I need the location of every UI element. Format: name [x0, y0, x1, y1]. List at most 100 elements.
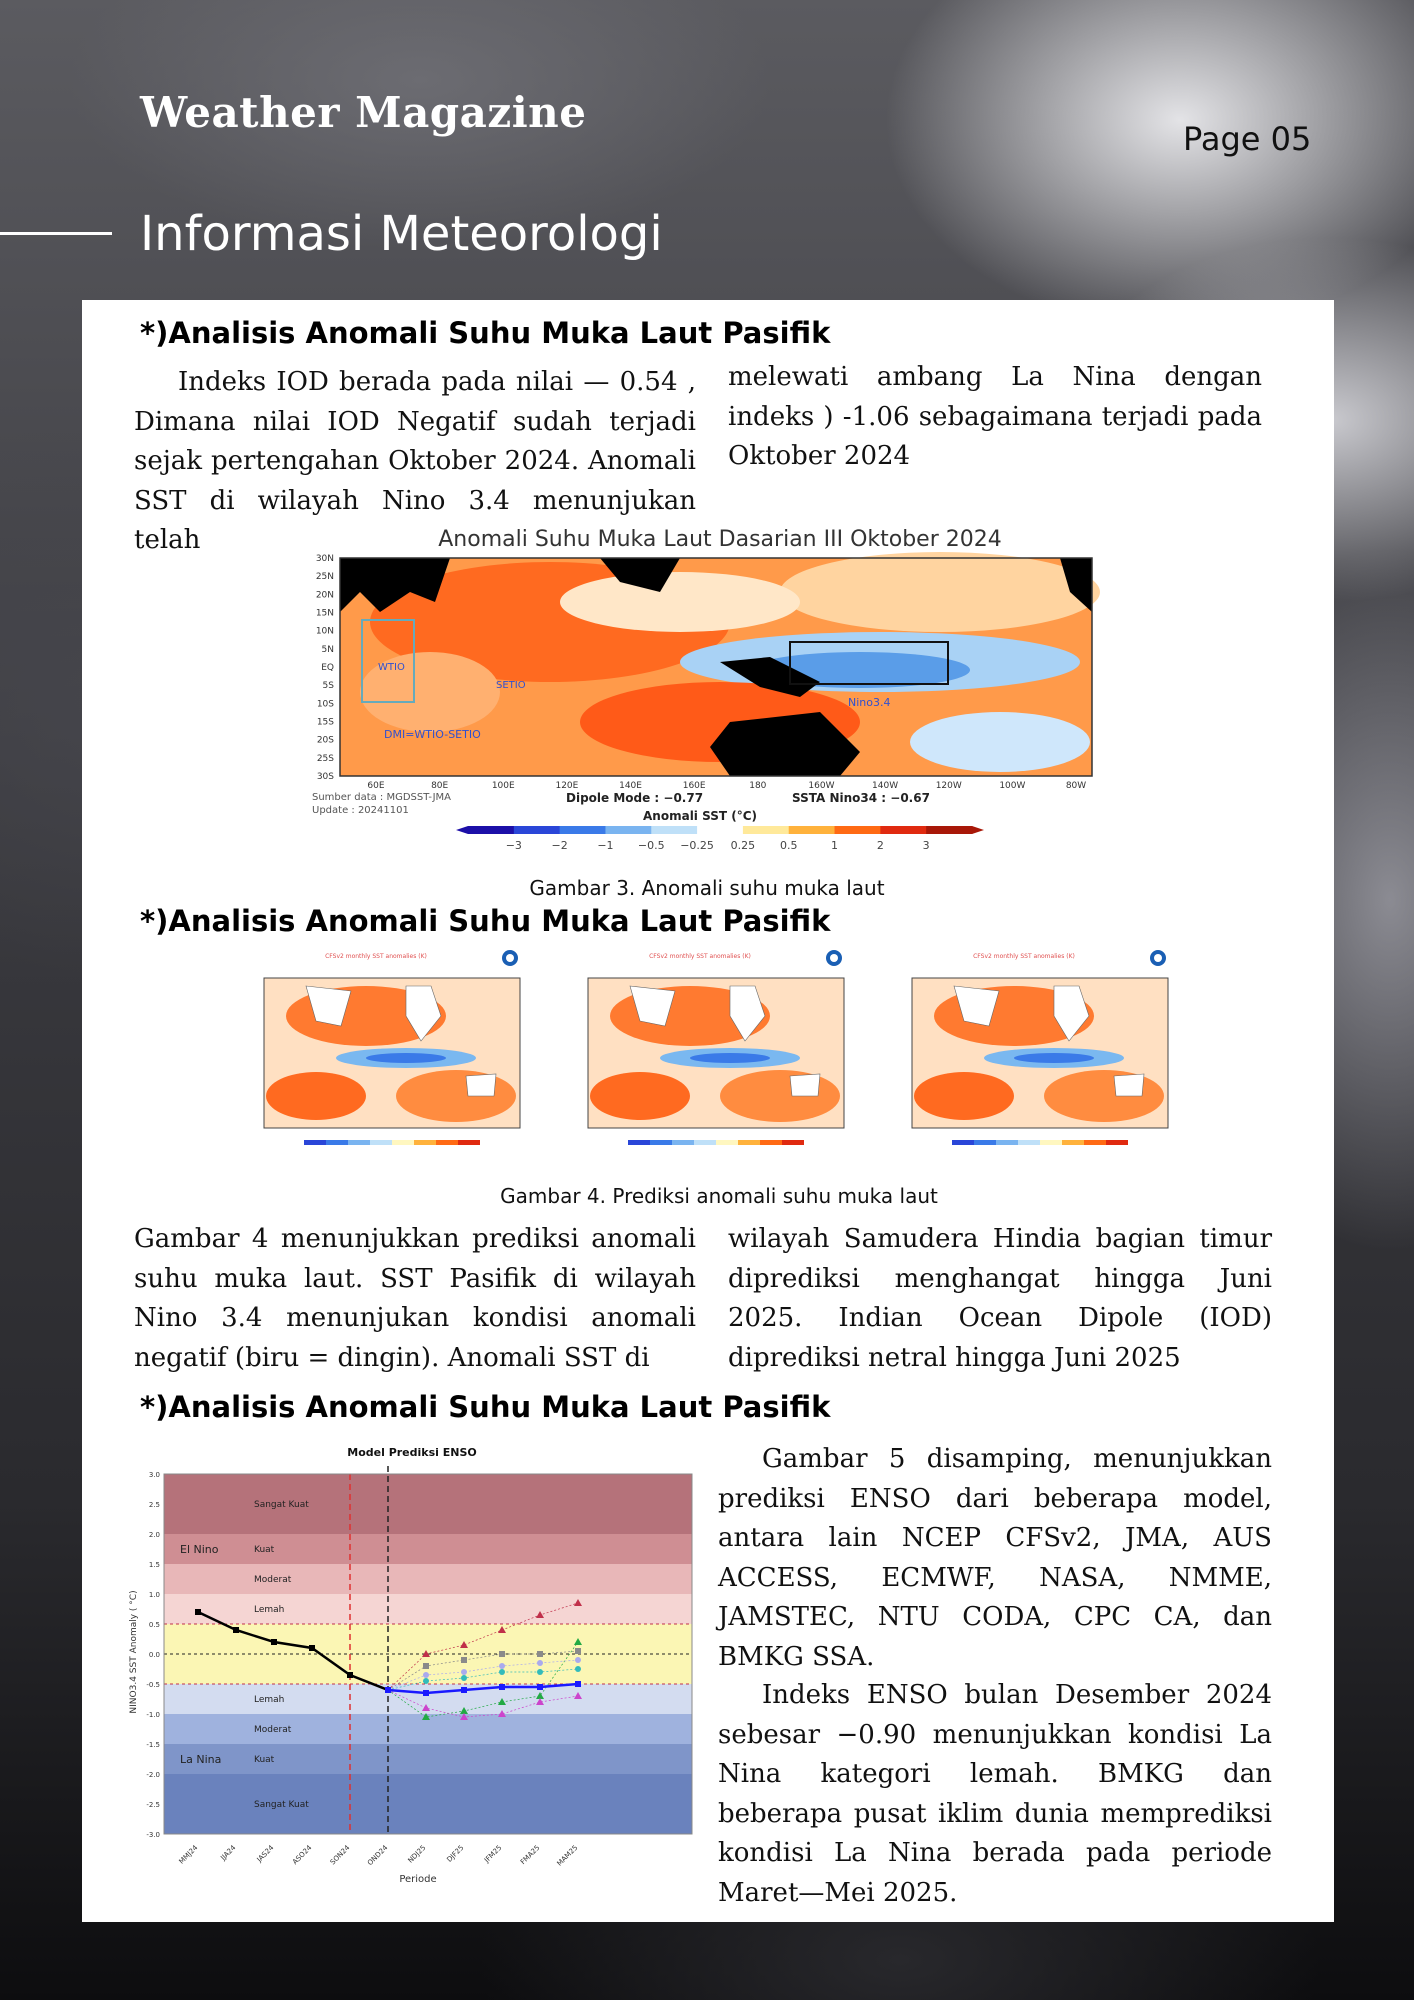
chart-band-label: Moderat — [254, 1725, 292, 1735]
chart-series-point — [347, 1672, 353, 1678]
prediction-colorbar-swatch — [738, 1140, 760, 1145]
chart-series-line — [387, 1682, 579, 1695]
prediction-map: CFSv2 monthly SST anomalies (K) — [587, 950, 845, 1145]
colorbar-tick-label: −3 — [506, 839, 522, 852]
chart-series-point — [233, 1627, 239, 1633]
chart-band-label: Sangat Kuat — [254, 1800, 309, 1810]
lon-tick-label: 80W — [1066, 781, 1086, 791]
chart-model-point — [574, 1599, 582, 1606]
figure4-caption: Gambar 4. Prediksi anomali suhu muka lau… — [500, 1184, 938, 1208]
chart-xtick-label: SON24 — [329, 1843, 352, 1866]
prediction-colorbar-swatch — [304, 1140, 326, 1145]
chart-ytick-label: -1.5 — [146, 1741, 160, 1749]
figure3-caption: Gambar 3. Anomali suhu muka laut — [529, 876, 885, 900]
chart-band — [164, 1774, 692, 1834]
lon-tick-label: 180 — [749, 781, 766, 791]
prediction-colorbar-swatch — [370, 1140, 392, 1145]
chart-series-point — [537, 1684, 543, 1690]
noaa-logo-inner-icon — [830, 954, 838, 962]
map-lon-ticks: 60E 80E 100E 120E 140E 160E 180 160W 140W 120W 100… — [367, 781, 1086, 791]
chart-frame — [163, 1473, 693, 1835]
lat-tick-label: 20N — [316, 590, 334, 600]
lat-tick-label: 20S — [317, 736, 334, 746]
colorbar-tick-label: −1 — [597, 839, 613, 852]
chart-model-point — [574, 1692, 582, 1699]
chart-model-point — [460, 1713, 468, 1720]
chart-series-point — [575, 1681, 581, 1687]
chart-model-point — [460, 1641, 468, 1648]
chart-band-label: Sangat Kuat — [254, 1500, 309, 1510]
colorbar-swatch — [788, 826, 836, 834]
section1-heading: *)Analisis Anomali Suhu Muka Laut Pasifi… — [140, 316, 831, 350]
chart-model-point — [460, 1707, 468, 1714]
prediction-maps-figure: CFSv2 monthly SST anomalies (K) CFSv2 mon… — [256, 946, 1176, 1160]
colorbar-tick-label: −0.25 — [680, 839, 714, 852]
chart-model-point — [422, 1704, 430, 1711]
lat-tick-label: 10N — [316, 627, 334, 637]
chart-xtick-label: JFM25 — [482, 1844, 503, 1865]
prediction-map-header: CFSv2 monthly SST anomalies (K) — [649, 953, 751, 960]
prediction-colorbar-swatch — [458, 1140, 480, 1145]
map-plot-area — [339, 552, 1100, 777]
section2-heading: *)Analisis Anomali Suhu Muka Laut Pasifi… — [140, 904, 831, 938]
prediction-map: CFSv2 monthly SST anomalies (K) — [911, 950, 1169, 1145]
map-ssta-nino34: SSTA Nino34 : −0.67 — [792, 791, 930, 805]
chart-band — [164, 1594, 692, 1624]
colorbar-tick-label: 3 — [923, 839, 930, 852]
chart-series-point — [461, 1687, 467, 1693]
colorbar-swatch — [559, 826, 606, 834]
chart-series-point — [423, 1690, 429, 1696]
prediction-colorbar-swatch — [952, 1140, 974, 1145]
colorbar-swatch — [834, 826, 881, 834]
chart-model-point — [537, 1660, 543, 1666]
chart-model-point — [536, 1611, 544, 1618]
colorbar-title: Anomali SST (°C) — [643, 809, 757, 823]
chart-model-line — [387, 1650, 579, 1691]
prediction-colorbar-swatch — [1062, 1140, 1084, 1145]
prediction-colorbar-swatch — [650, 1140, 672, 1145]
page-number: Page 05 — [1183, 120, 1312, 158]
chart-model-point — [536, 1692, 544, 1699]
map-title: Anomali Suhu Muka Laut Dasarian III Okto… — [438, 527, 1002, 552]
chart-xtick-label: FMA25 — [519, 1844, 541, 1866]
lat-tick-label: 10S — [317, 699, 334, 709]
colorbar-swatch — [605, 826, 652, 834]
colorbar-swatch — [468, 826, 515, 834]
lon-tick-label: 60E — [367, 781, 384, 791]
noaa-logo-inner-icon — [506, 954, 514, 962]
chart-ytick-label: 2.5 — [149, 1501, 160, 1509]
chart-model-point — [498, 1710, 506, 1717]
chart-bands: Sangat Kuat Kuat Moderat Lemah Lemah Moderat K… — [164, 1474, 692, 1834]
prediction-colorbar-swatch — [348, 1140, 370, 1145]
chart-model-point — [498, 1698, 506, 1705]
map-dipole-mode: Dipole Mode : −0.77 — [566, 791, 703, 805]
prediction-colorbar-swatch — [974, 1140, 996, 1145]
chart-series-line — [197, 1610, 389, 1692]
box-label-setio: SETIO — [496, 680, 526, 691]
lat-tick-label: 15N — [316, 609, 334, 619]
lon-tick-label: 160W — [808, 781, 834, 791]
chart-model-point — [422, 1650, 430, 1657]
chart-model-point — [536, 1698, 544, 1705]
colorbar-arrow-left — [456, 826, 468, 834]
prediction-colorbar-swatch — [1106, 1140, 1128, 1145]
section2-col-right: wilayah Samudera Hindia bagian timur dip… — [728, 1224, 1272, 1373]
section3-para2: Indeks ENSO bulan Desember 2024 sebesar … — [718, 1680, 1272, 1908]
chart-regime-label: El Nino — [180, 1543, 219, 1556]
chart-model-point — [537, 1651, 543, 1657]
map-update: Update : 20241101 — [312, 805, 409, 816]
noaa-logo-inner-icon — [1154, 954, 1162, 962]
colorbar-swatch — [742, 826, 790, 834]
chart-model-point — [574, 1638, 582, 1645]
prediction-colorbar-swatch — [782, 1140, 804, 1145]
prediction-map: CFSv2 monthly SST anomalies (K) — [263, 950, 521, 1145]
prediction-colorbar-swatch — [760, 1140, 782, 1145]
prediction-colorbar-swatch — [672, 1140, 694, 1145]
section1-col-left: Indeks IOD berada pada nilai — 0.54 , Di… — [134, 367, 696, 555]
chart-ytick-label: 1.0 — [149, 1591, 160, 1599]
box-label-wtio: WTIO — [378, 662, 405, 673]
chart-series-point — [309, 1645, 315, 1651]
colorbar-swatch — [513, 826, 561, 834]
chart-xtick-label: MAM25 — [556, 1844, 580, 1868]
lon-tick-label: 140E — [619, 781, 642, 791]
